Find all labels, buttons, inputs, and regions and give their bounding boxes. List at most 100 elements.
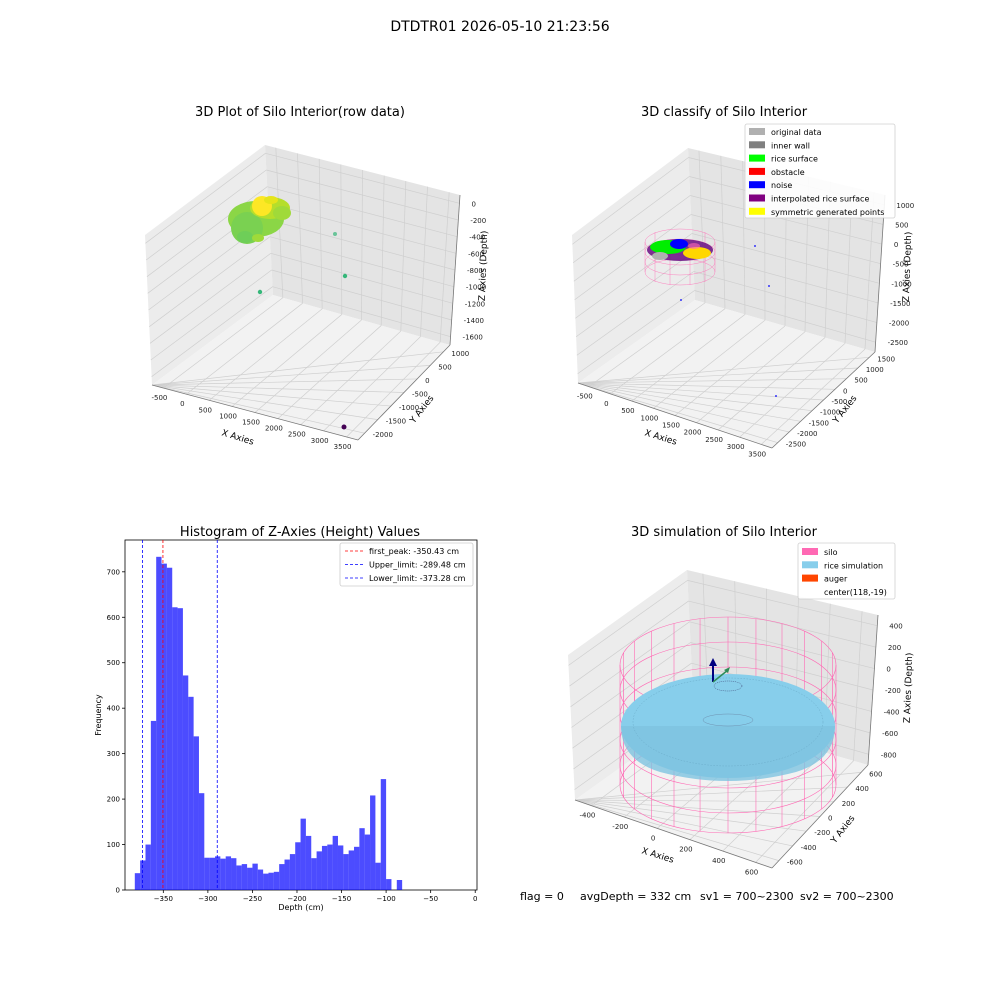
x-tick-label: −200 <box>287 895 306 903</box>
x-tick-label: 3500 <box>748 450 766 458</box>
x-tick-label: -400 <box>579 812 595 820</box>
x-tick-label: 1000 <box>641 414 659 422</box>
histogram-bars <box>134 556 403 890</box>
x-tick-label: −350 <box>154 895 173 903</box>
histogram-bar <box>220 858 226 890</box>
z-tick-label: -2500 <box>888 339 908 347</box>
histogram-bar <box>188 696 194 890</box>
legend-label: silo <box>824 548 838 557</box>
z-tick-label: 500 <box>895 221 908 229</box>
legend-label: Upper_limit: -289.48 cm <box>369 561 466 570</box>
z-axis-label: Z Axies (Depth) <box>902 232 914 303</box>
histogram-bar <box>156 556 162 890</box>
y-tick-label: 0 <box>843 387 847 395</box>
y-tick-label: -1000 <box>399 404 419 412</box>
histogram-bar <box>354 846 360 890</box>
y-tick-label: -1000 <box>820 409 840 417</box>
y-tick-label: 500 <box>438 363 451 371</box>
z-tick-label: 400 <box>889 623 902 631</box>
histogram-bar <box>380 779 387 890</box>
y-tick-label: -600 <box>787 859 803 867</box>
y-tick-label: 200 <box>107 796 120 804</box>
footer-status: flag = 0 avgDepth = 332 cm sv1 = 700~230… <box>520 890 894 903</box>
histogram-bar <box>145 844 151 890</box>
y-tick-label: 1000 <box>451 350 469 358</box>
histogram-bar <box>193 736 199 890</box>
panel-title: Histogram of Z-Axies (Height) Values <box>180 525 420 540</box>
legend-swatch <box>802 574 818 582</box>
legend-label: first_peak: -350.43 cm <box>369 547 459 556</box>
histogram-bar <box>386 879 392 890</box>
x-tick-label: 2500 <box>705 436 723 444</box>
histogram-bar <box>231 858 237 890</box>
histogram-bar <box>289 854 296 890</box>
z-tick-label: 200 <box>888 644 901 652</box>
z-tick-label: -2000 <box>889 320 909 328</box>
histogram-bar <box>321 845 328 890</box>
histogram-bar <box>177 608 183 890</box>
x-tick-label: −300 <box>198 895 217 903</box>
histogram-bar <box>370 795 376 890</box>
grid-lines <box>145 147 460 438</box>
y-tick-label: 200 <box>842 800 855 808</box>
legend-swatch <box>749 207 765 215</box>
x-tick-label: -500 <box>577 393 593 401</box>
x-tick-label: 600 <box>745 868 758 876</box>
histogram-bar <box>172 607 178 890</box>
histogram-bar <box>337 845 344 890</box>
histogram-bar <box>161 563 167 890</box>
panel-title: 3D classify of Silo Interior <box>641 105 808 120</box>
x-tick-label: 1500 <box>242 419 260 427</box>
legend-swatch <box>802 548 818 555</box>
histogram-bar <box>182 675 189 890</box>
histogram-bar <box>247 867 253 890</box>
y-tick-label: 400 <box>107 705 120 713</box>
histogram-bar <box>295 842 301 890</box>
x-tick-label: 3000 <box>727 443 745 451</box>
y-tick-label: 600 <box>869 770 882 778</box>
x-axis-label: Depth (cm) <box>278 903 323 912</box>
x-tick-label: 1000 <box>219 412 237 420</box>
histogram-bar <box>263 873 269 890</box>
z-tick-label: -500 <box>893 261 909 269</box>
panel-title: 3D Plot of Silo Interior(row data) <box>195 105 405 120</box>
histogram-bar <box>215 856 221 890</box>
x-axis-label: X Axies <box>640 846 675 865</box>
histogram-bar <box>284 859 290 890</box>
x-axis-label: X Axies <box>220 428 255 447</box>
z-tick-label: -800 <box>467 267 483 275</box>
legend: original data inner wall rice surface obsta… <box>744 123 896 219</box>
z-tick-label: 0 <box>886 666 890 674</box>
histogram-bar <box>332 835 338 890</box>
y-tick-label: -2500 <box>786 441 806 449</box>
x-tick-label: −150 <box>332 895 351 903</box>
x-tick-label: 0 <box>473 895 477 903</box>
histogram-bar <box>150 720 157 890</box>
z-axis-label: Z Axies (Depth) <box>478 231 490 302</box>
z-tick-label: -1000 <box>891 280 911 288</box>
legend-swatch <box>749 141 765 149</box>
axis-edges <box>577 194 886 449</box>
y-tick-label: 0 <box>425 377 429 385</box>
raw-outliers <box>257 232 348 430</box>
z-tick-label: 0 <box>894 241 898 249</box>
legend-swatch <box>749 194 765 202</box>
x-tick-label: 0 <box>604 400 608 408</box>
histogram-bar <box>166 567 173 890</box>
histogram-bar <box>396 880 403 890</box>
histogram-bar <box>257 869 264 890</box>
left-pane <box>572 148 695 383</box>
x-tick-label: 3000 <box>311 437 329 445</box>
histogram-bar <box>279 864 285 890</box>
y-tick-label: -1500 <box>809 419 829 427</box>
legend-swatch <box>749 167 765 175</box>
noise-points <box>680 245 777 397</box>
y-tick-label: 500 <box>107 659 120 667</box>
y-tick-label: 1500 <box>877 355 895 363</box>
panel-histogram: Histogram of Z-Axies (Height) Values −35… <box>94 525 477 912</box>
tick-labels: -500050010001500200025003000350010005000… <box>151 200 486 451</box>
legend-label: inner wall <box>771 141 810 150</box>
tick-labels: −350 −300 −250 −200 −150 −100 −50 0 0 100 200 300 40… <box>107 568 478 903</box>
x-tick-label: −250 <box>243 895 262 903</box>
